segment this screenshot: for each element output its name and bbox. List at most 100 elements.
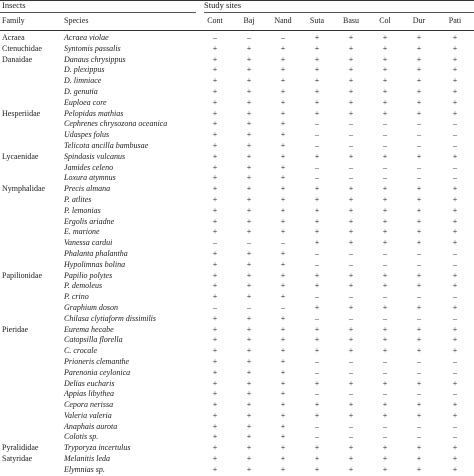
presence-cell-nand: +: [280, 248, 286, 258]
presence-cell-cont: +: [212, 335, 218, 345]
family-cell: [0, 335, 64, 346]
presence-cell-col: –: [383, 313, 387, 323]
presence-cell-col: –: [383, 130, 387, 140]
family-cell: [0, 238, 64, 249]
presence-cell-col: +: [382, 270, 388, 280]
presence-cell-baj: +: [246, 313, 252, 323]
presence-cell-dur: +: [416, 270, 422, 280]
family-column-header: Family: [2, 16, 25, 25]
presence-cell-pati: –: [453, 432, 457, 442]
presence-cell-nand: –: [281, 238, 285, 248]
presence-cell-suta: –: [315, 292, 319, 302]
family-cell: [0, 411, 64, 422]
presence-cell-col: +: [382, 97, 388, 107]
presence-cell-basu: +: [348, 184, 354, 194]
presence-cell-col: +: [382, 184, 388, 194]
presence-cell-pati: –: [453, 292, 457, 302]
presence-cell-basu: +: [348, 400, 354, 410]
presence-cell-baj: +: [246, 162, 252, 172]
presence-cell-baj: +: [246, 97, 252, 107]
table-row: Papilionidae Papilio polytes + + + + + + + +: [0, 271, 474, 282]
column-header-row: Family Species Cont Baj Nand Suta Basu C…: [0, 14, 474, 28]
table-row: Valeria valeria + + + + + + + +: [0, 411, 474, 422]
presence-cell-cont: +: [212, 130, 218, 140]
site-header-nand: Nand: [274, 16, 292, 25]
presence-cell-pati: +: [452, 43, 458, 53]
presence-cell-dur: +: [416, 400, 422, 410]
table-row: Danaidae Danaus chrysippus + + + + + + + +: [0, 55, 474, 66]
presence-cell-suta: –: [315, 140, 319, 150]
presence-cell-baj: –: [247, 302, 251, 312]
presence-cell-dur: +: [416, 238, 422, 248]
presence-cell-basu: +: [348, 464, 354, 474]
presence-cell-basu: +: [348, 205, 354, 215]
site-header-basu: Basu: [343, 16, 359, 25]
presence-cell-suta: –: [315, 119, 319, 129]
presence-cell-pati: +: [452, 400, 458, 410]
presence-cell-nand: –: [281, 302, 285, 312]
presence-cell-nand: +: [280, 65, 286, 75]
species-data-table: Acraea Acraea violae – – – + + + + + Ctenuchidae Sy…: [0, 33, 474, 476]
presence-cell-suta: +: [314, 33, 320, 42]
family-cell: [0, 76, 64, 87]
species-cell: P. crino: [64, 292, 89, 302]
family-cell: [0, 303, 64, 314]
table-row: Colotis sp. + + + – – – – –: [0, 432, 474, 443]
presence-cell-cont: +: [212, 378, 218, 388]
presence-cell-nand: +: [280, 259, 286, 269]
presence-cell-nand: +: [280, 443, 286, 453]
presence-cell-baj: +: [246, 281, 252, 291]
presence-cell-basu: –: [349, 140, 353, 150]
presence-cell-baj: +: [246, 346, 252, 356]
presence-cell-dur: –: [417, 248, 421, 258]
presence-cell-basu: –: [349, 173, 353, 183]
species-cell: Valeria valeria: [64, 410, 112, 420]
presence-cell-nand: +: [280, 281, 286, 291]
presence-cell-col: +: [382, 302, 388, 312]
family-cell: [0, 281, 64, 292]
presence-cell-baj: +: [246, 259, 252, 269]
presence-cell-nand: +: [280, 162, 286, 172]
presence-cell-pati: –: [453, 173, 457, 183]
presence-cell-basu: +: [348, 97, 354, 107]
presence-cell-baj: +: [246, 378, 252, 388]
presence-cell-col: –: [383, 389, 387, 399]
species-cell: Colotis sp.: [64, 432, 99, 442]
presence-cell-dur: +: [416, 227, 422, 237]
presence-cell-suta: +: [314, 410, 320, 420]
presence-cell-col: +: [382, 76, 388, 86]
presence-cell-baj: +: [246, 194, 252, 204]
table-row: Nymphalidae Precis almana + + + + + + + +: [0, 184, 474, 195]
presence-cell-suta: +: [314, 43, 320, 53]
table-row: P. lemonias + + + + + + + +: [0, 206, 474, 217]
presence-cell-pati: +: [452, 97, 458, 107]
presence-cell-basu: –: [349, 421, 353, 431]
species-cell: Euploea core: [64, 97, 107, 107]
presence-cell-basu: +: [348, 54, 354, 64]
presence-cell-pati: +: [452, 216, 458, 226]
presence-cell-baj: +: [246, 86, 252, 96]
presence-cell-dur: –: [417, 389, 421, 399]
table-row: D. limniace + + + + + + + +: [0, 76, 474, 87]
table-row: D. plexippus + + + + + + + +: [0, 65, 474, 76]
family-cell: Hesperiidae: [2, 108, 41, 118]
presence-cell-baj: +: [246, 410, 252, 420]
family-cell: [0, 130, 64, 141]
presence-cell-suta: –: [315, 173, 319, 183]
presence-cell-baj: +: [246, 130, 252, 140]
presence-cell-pati: +: [452, 464, 458, 474]
species-cell: Vanessa cardui: [64, 238, 113, 248]
presence-cell-suta: –: [315, 367, 319, 377]
family-cell: [0, 346, 64, 357]
presence-cell-nand: +: [280, 421, 286, 431]
species-cell: Graphium doson: [64, 302, 119, 312]
presence-cell-nand: +: [280, 173, 286, 183]
species-cell: C. crocale: [64, 346, 98, 356]
presence-cell-basu: –: [349, 432, 353, 442]
presence-cell-cont: +: [212, 346, 218, 356]
presence-cell-baj: +: [246, 54, 252, 64]
presence-cell-baj: –: [247, 238, 251, 248]
presence-cell-cont: +: [212, 464, 218, 474]
presence-cell-pati: +: [452, 302, 458, 312]
presence-cell-suta: +: [314, 184, 320, 194]
